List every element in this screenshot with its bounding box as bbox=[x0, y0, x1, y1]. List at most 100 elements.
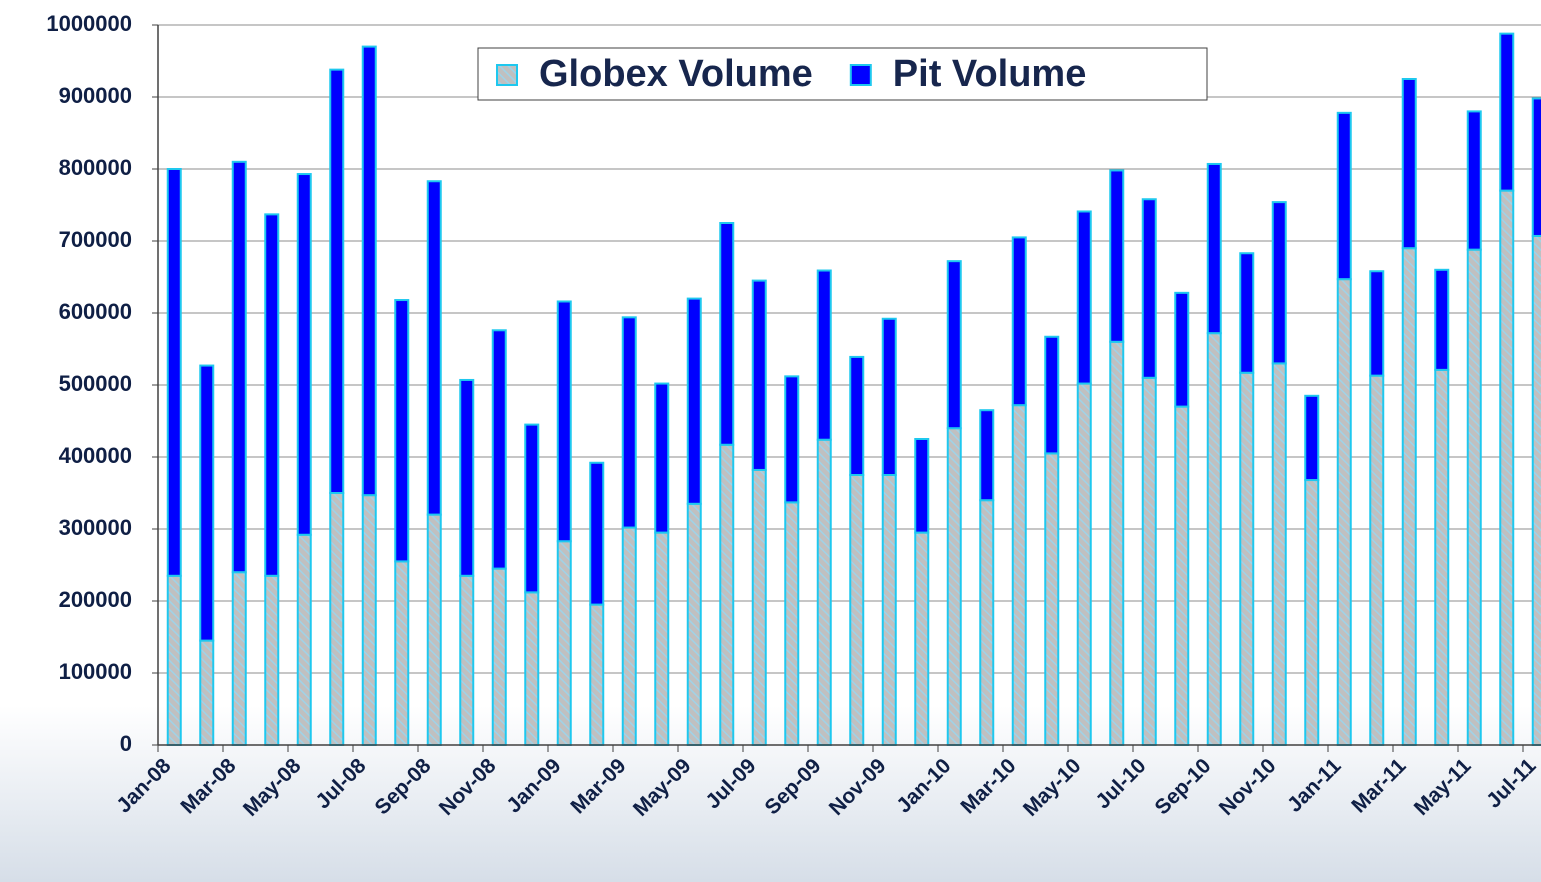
bar-segment bbox=[426, 513, 442, 746]
bar-segment bbox=[1271, 362, 1287, 746]
bar-segment bbox=[849, 355, 865, 477]
bar-segment bbox=[1499, 189, 1515, 747]
y-tick-label: 0 bbox=[120, 731, 132, 756]
y-tick-label: 900000 bbox=[59, 83, 132, 108]
bar-segment bbox=[1076, 382, 1092, 746]
bar-segment bbox=[1336, 111, 1352, 281]
bar-segment bbox=[1076, 210, 1092, 385]
legend-swatch bbox=[496, 64, 518, 86]
bar-segment bbox=[1109, 169, 1125, 343]
bar-segment bbox=[361, 494, 377, 746]
bar-segment bbox=[589, 461, 605, 606]
bar-segment bbox=[881, 474, 897, 746]
bar-segment bbox=[1304, 394, 1320, 482]
bar-segment bbox=[199, 364, 215, 642]
y-tick-label: 400000 bbox=[59, 443, 132, 468]
legend-label: Pit Volume bbox=[893, 53, 1087, 95]
bar-segment bbox=[361, 45, 377, 497]
bar-segment bbox=[524, 423, 540, 594]
y-tick-label: 1000000 bbox=[46, 11, 132, 36]
y-tick-label: 100000 bbox=[59, 659, 132, 684]
bar-segment bbox=[946, 260, 962, 430]
bar-segment bbox=[231, 160, 247, 574]
bar-segment bbox=[719, 222, 735, 446]
bar-segment bbox=[654, 531, 670, 746]
bar-segment bbox=[264, 213, 280, 577]
bar-segment bbox=[1044, 452, 1060, 746]
bar-segment bbox=[166, 168, 182, 577]
bar-segment bbox=[556, 300, 572, 543]
bar-segment bbox=[686, 502, 702, 746]
bar-segment bbox=[1434, 268, 1450, 371]
bar-segment bbox=[491, 567, 507, 746]
bar-segment bbox=[1466, 248, 1482, 746]
bar-segment bbox=[1336, 278, 1352, 746]
bar-segment bbox=[329, 492, 345, 746]
bar-segment bbox=[979, 409, 995, 502]
bar-segment bbox=[166, 574, 182, 746]
bar-segment bbox=[751, 468, 767, 746]
legend-swatch bbox=[849, 64, 872, 86]
bar-segment bbox=[914, 438, 930, 534]
bar-segment bbox=[719, 443, 735, 746]
bar-segment bbox=[1239, 252, 1255, 374]
bar-segment bbox=[816, 269, 832, 441]
bar-segment bbox=[491, 329, 507, 570]
bar-segment bbox=[621, 526, 637, 746]
bar-segment bbox=[1239, 371, 1255, 746]
bar-segment bbox=[394, 560, 410, 747]
bar-segment bbox=[329, 68, 345, 494]
bar-segment bbox=[1271, 201, 1287, 365]
bar-segment bbox=[296, 533, 312, 747]
bar-segment bbox=[1369, 270, 1385, 377]
bar-segment bbox=[1174, 291, 1190, 408]
bar-segment bbox=[1044, 335, 1060, 455]
bar-segment bbox=[849, 474, 865, 746]
bar-segment bbox=[1109, 340, 1125, 746]
bar-segment bbox=[1466, 110, 1482, 251]
y-tick-label: 300000 bbox=[59, 515, 132, 540]
bar-segment bbox=[654, 382, 670, 534]
bar-segment bbox=[1304, 479, 1320, 746]
bar-segment bbox=[1206, 332, 1222, 746]
bar-segment bbox=[199, 639, 215, 746]
bar-segment bbox=[459, 378, 475, 577]
bar-segment bbox=[394, 299, 410, 563]
bar-segment bbox=[231, 571, 247, 747]
bar-segment bbox=[1401, 78, 1417, 250]
legend: Globex Volume Pit Volume bbox=[477, 47, 1208, 101]
bar-segment bbox=[1401, 247, 1417, 746]
bar-segment bbox=[1369, 374, 1385, 746]
bar-segment bbox=[979, 499, 995, 747]
bar-segment bbox=[589, 603, 605, 746]
legend-box bbox=[477, 47, 1208, 101]
bar-segment bbox=[459, 574, 475, 746]
bar-segment bbox=[816, 438, 832, 746]
bar-segment bbox=[426, 180, 442, 516]
legend-label: Globex Volume bbox=[539, 53, 813, 95]
bar-segment bbox=[264, 574, 280, 746]
bar-segment bbox=[524, 591, 540, 746]
bar-segment bbox=[784, 375, 800, 504]
bar-segment bbox=[686, 297, 702, 505]
y-tick-label: 800000 bbox=[59, 155, 132, 180]
bar-segment bbox=[1141, 198, 1157, 379]
bar-segment bbox=[1499, 32, 1515, 192]
y-tick-label: 700000 bbox=[59, 227, 132, 252]
bar-segment bbox=[556, 540, 572, 746]
bar-segment bbox=[751, 279, 767, 471]
bar-segment bbox=[1531, 234, 1541, 747]
bar-segment bbox=[1011, 404, 1027, 746]
bar-segment bbox=[296, 173, 312, 536]
bar-segment bbox=[1141, 376, 1157, 746]
y-tick-label: 500000 bbox=[59, 371, 132, 396]
bar-segment bbox=[914, 531, 930, 746]
y-tick-label: 200000 bbox=[59, 587, 132, 612]
bar-segment bbox=[621, 316, 637, 529]
bar-segment bbox=[784, 501, 800, 746]
bar-segment bbox=[881, 317, 897, 477]
bar-segment bbox=[1434, 368, 1450, 746]
bar-segment bbox=[1011, 236, 1027, 407]
